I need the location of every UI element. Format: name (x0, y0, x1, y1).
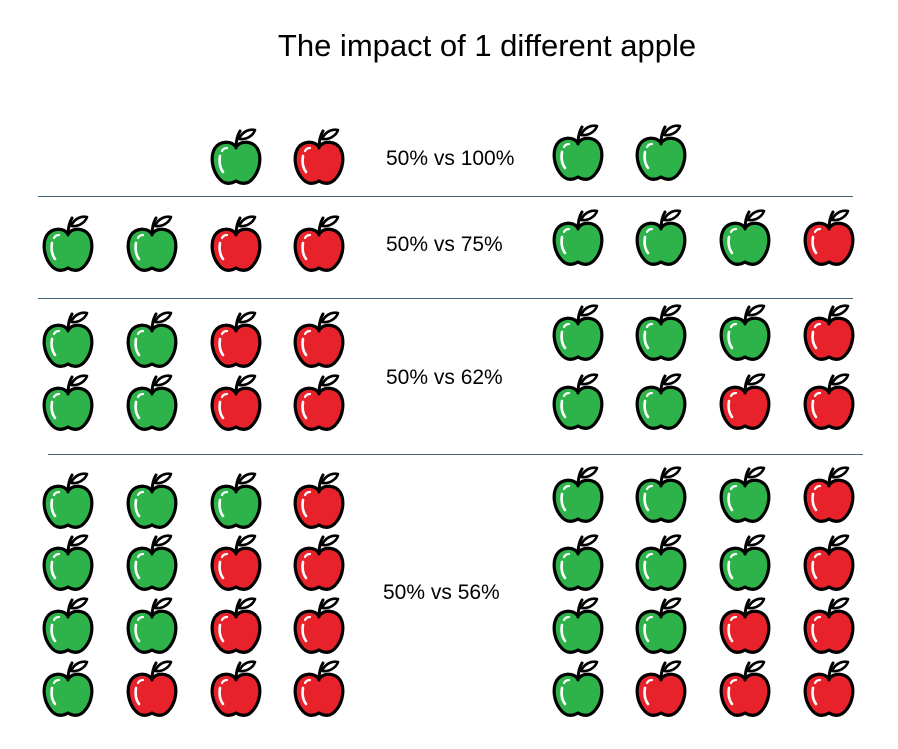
green-apple-icon (126, 311, 178, 368)
red-apple-icon (635, 660, 687, 717)
red-apple-icon (210, 311, 262, 368)
green-apple-icon (552, 534, 604, 591)
red-apple-icon (293, 215, 345, 272)
red-apple-icon (293, 311, 345, 368)
green-apple-icon (552, 373, 604, 430)
green-apple-icon (42, 597, 94, 654)
green-apple-icon (42, 534, 94, 591)
green-apple-icon (42, 472, 94, 529)
green-apple-icon (126, 472, 178, 529)
green-apple-icon (719, 466, 771, 523)
green-apple-icon (635, 597, 687, 654)
red-apple-icon (803, 597, 855, 654)
green-apple-icon (42, 660, 94, 717)
green-apple-icon (719, 304, 771, 361)
green-apple-icon (552, 124, 604, 181)
red-apple-icon (803, 534, 855, 591)
row-divider (48, 454, 863, 455)
red-apple-icon (719, 660, 771, 717)
red-apple-icon (293, 597, 345, 654)
green-apple-icon (126, 215, 178, 272)
green-apple-icon (126, 597, 178, 654)
green-apple-icon (42, 311, 94, 368)
green-apple-icon (635, 373, 687, 430)
red-apple-icon (210, 534, 262, 591)
row-divider (38, 298, 853, 299)
red-apple-icon (293, 534, 345, 591)
green-apple-icon (635, 209, 687, 266)
green-apple-icon (719, 534, 771, 591)
green-apple-icon (42, 374, 94, 431)
red-apple-icon (293, 472, 345, 529)
row-label-3: 50% vs 62% (386, 366, 503, 389)
row-label-4: 50% vs 56% (383, 581, 500, 604)
red-apple-icon (719, 373, 771, 430)
red-apple-icon (803, 466, 855, 523)
green-apple-icon (635, 466, 687, 523)
green-apple-icon (552, 304, 604, 361)
green-apple-icon (552, 660, 604, 717)
green-apple-icon (635, 124, 687, 181)
green-apple-icon (552, 597, 604, 654)
red-apple-icon (293, 374, 345, 431)
page-title: The impact of 1 different apple (277, 28, 697, 63)
green-apple-icon (210, 472, 262, 529)
green-apple-icon (42, 215, 94, 272)
red-apple-icon (293, 128, 345, 185)
row-label-2: 50% vs 75% (386, 233, 503, 256)
red-apple-icon (719, 597, 771, 654)
red-apple-icon (210, 215, 262, 272)
green-apple-icon (719, 209, 771, 266)
green-apple-icon (635, 534, 687, 591)
red-apple-icon (293, 660, 345, 717)
green-apple-icon (552, 209, 604, 266)
green-apple-icon (126, 534, 178, 591)
row-divider (38, 196, 853, 197)
red-apple-icon (210, 374, 262, 431)
red-apple-icon (803, 304, 855, 361)
red-apple-icon (210, 660, 262, 717)
red-apple-icon (210, 597, 262, 654)
row-label-1: 50% vs 100% (386, 147, 515, 170)
red-apple-icon (126, 660, 178, 717)
green-apple-icon (552, 466, 604, 523)
red-apple-icon (803, 373, 855, 430)
green-apple-icon (210, 128, 262, 185)
green-apple-icon (126, 374, 178, 431)
red-apple-icon (803, 660, 855, 717)
red-apple-icon (803, 209, 855, 266)
green-apple-icon (635, 304, 687, 361)
